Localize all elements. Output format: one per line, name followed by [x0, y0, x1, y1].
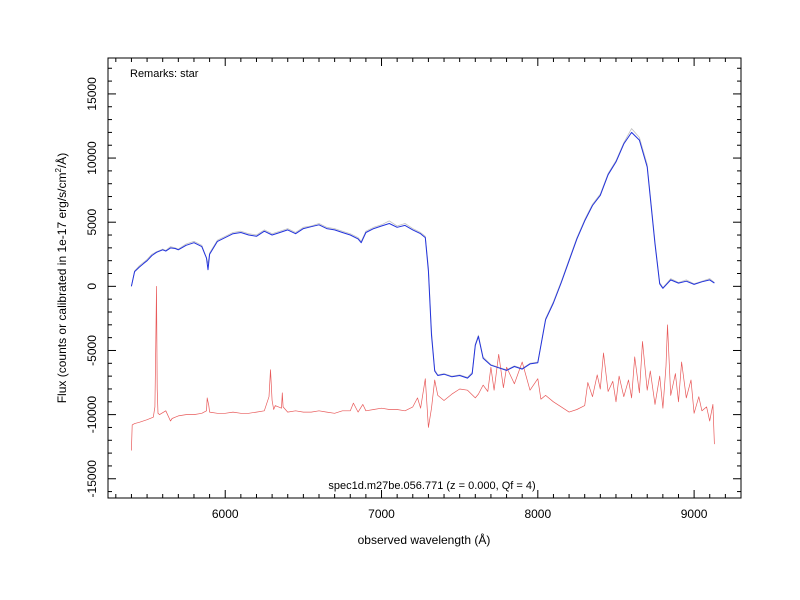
x-tick-label: 8000 — [524, 507, 551, 521]
y-tick-label: 10000 — [85, 141, 99, 175]
y-tick-label: -15000 — [85, 460, 99, 498]
x-tick-label: 6000 — [212, 507, 239, 521]
x-tick-label: 9000 — [681, 507, 708, 521]
x-tick-label: 7000 — [368, 507, 395, 521]
y-tick-label: -10000 — [85, 396, 99, 434]
y-axis-label: Flux (counts or calibrated in 1e-17 erg/… — [54, 153, 69, 404]
series-line-sky — [131, 285, 715, 451]
x-axis-label: observed wavelength (Å) — [358, 532, 491, 547]
spectrum-caption: spec1d.m27be.056.771 (z = 0.000, Qf = 4) — [328, 480, 535, 492]
series-layer — [130, 128, 715, 451]
remarks-annotation: Remarks: star — [130, 68, 199, 80]
y-axis-label-main: Flux (counts or calibrated in 1e-17 erg/… — [55, 173, 69, 404]
series-line-smoothed — [130, 131, 715, 379]
y-tick-label: 5000 — [85, 209, 99, 236]
y-axis-label-tail: /Å) — [54, 153, 69, 168]
plot-frame — [107, 57, 742, 499]
y-tick-label: 0 — [85, 283, 99, 290]
y-tick-label: 15000 — [85, 77, 99, 111]
ticks-layer: 6000 7000 8000 9000 -15000 -10000 -5000 0 5000 10… — [85, 58, 742, 521]
y-axis-label-superscript: 2 — [54, 168, 63, 173]
y-tick-label: -5000 — [85, 335, 99, 366]
